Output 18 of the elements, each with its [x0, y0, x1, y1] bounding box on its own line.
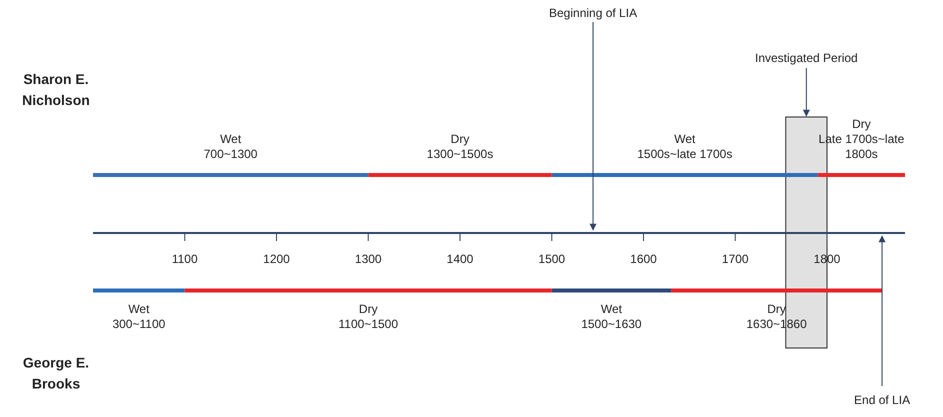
annotation: Dry 1100~1500 [338, 302, 398, 332]
ref-line-label: Beginning of LIA [549, 6, 638, 20]
annotation: Dry 1300~1500s [426, 132, 494, 162]
x-tick-label: 1500 [538, 252, 566, 266]
y-tick-label: Sharon E. Nicholson [22, 70, 90, 108]
ref-line-label: End of LIA [854, 393, 910, 408]
annotation: Wet 1500~1630 [581, 302, 642, 332]
annotation: Wet 700~1300 [204, 132, 258, 162]
x-tick-label: 1200 [263, 252, 290, 266]
annotation: Wet 300~1100 [112, 302, 166, 332]
x-tick-label: 1600 [630, 252, 658, 266]
x-tick-label: 1100 [172, 252, 198, 266]
x-tick-label: 1700 [722, 252, 749, 266]
x-tick-label: 1400 [446, 252, 474, 266]
x-tick-label: 1300 [354, 252, 382, 266]
y-tick-label: George E. Brooks [22, 354, 90, 391]
band-label: Investigated Period [755, 51, 858, 66]
annotation: Wet 1500s~late 1700s [637, 132, 732, 162]
